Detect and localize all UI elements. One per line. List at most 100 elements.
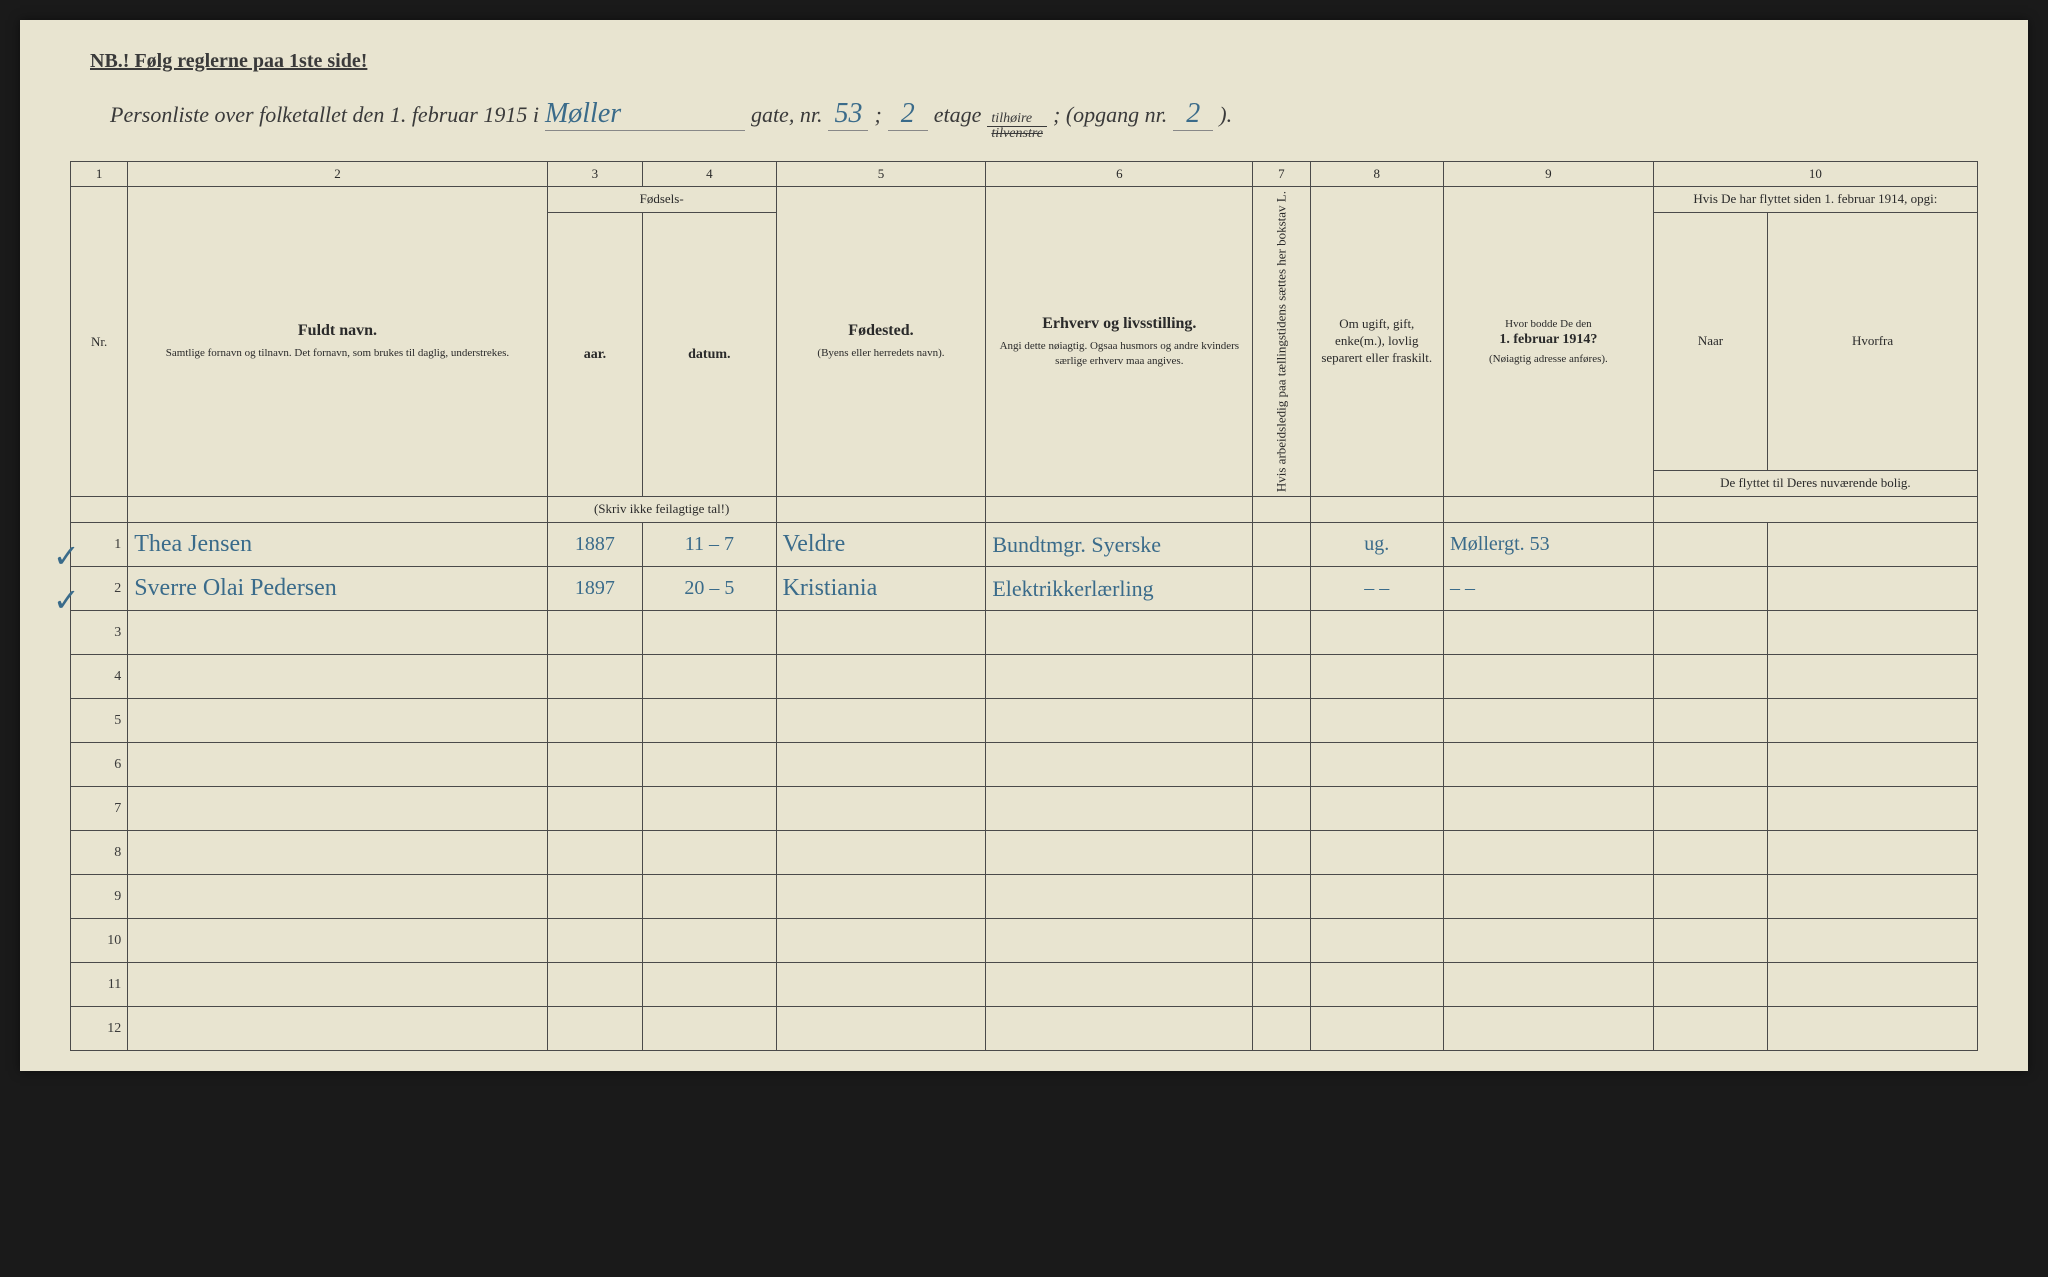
th-col10-bottom: De flyttet til Deres nuværende bolig. [1653, 471, 1977, 497]
cell-col8 [1310, 1007, 1443, 1051]
cell-date [643, 655, 776, 699]
blank5 [1253, 497, 1310, 523]
th-col9-b: 1. februar 1914? [1450, 332, 1647, 348]
cell-col9 [1444, 743, 1654, 787]
blank3 [776, 497, 986, 523]
cell-name [128, 919, 548, 963]
cell-col9 [1444, 875, 1654, 919]
cell-date [643, 831, 776, 875]
cell-birthplace [776, 743, 986, 787]
cell-col10a [1653, 699, 1767, 743]
cell-col10b [1768, 787, 1978, 831]
cell-col10b [1768, 831, 1978, 875]
cell-col10b [1768, 611, 1978, 655]
cell-col10b [1768, 699, 1978, 743]
cell-occupation [986, 875, 1253, 919]
cell-name [128, 699, 548, 743]
cell-col8 [1310, 963, 1443, 1007]
cell-year [547, 655, 642, 699]
cell-occupation [986, 787, 1253, 831]
colnum-6: 6 [986, 162, 1253, 187]
cell-col7 [1253, 787, 1310, 831]
row-nr: 6 [71, 743, 128, 787]
cell-col10a [1653, 611, 1767, 655]
cell-year: 1897 [547, 567, 642, 611]
cell-col10a [1653, 787, 1767, 831]
census-table: 1 2 3 4 5 6 7 8 9 10 Nr. Fuldt navn. Sam… [70, 161, 1978, 1051]
th-erhverv: Erhverv og livsstilling. Angi dette nøia… [986, 187, 1253, 497]
th-col9-a: Hvor bodde De den [1450, 317, 1647, 331]
cell-year: 1887 [547, 523, 642, 567]
table-row: 6 [71, 743, 1978, 787]
blank8 [1653, 497, 1977, 523]
cell-occupation [986, 611, 1253, 655]
cell-col9: – – [1444, 567, 1654, 611]
cell-birthplace [776, 831, 986, 875]
cell-date [643, 743, 776, 787]
table-head: 1 2 3 4 5 6 7 8 9 10 Nr. Fuldt navn. Sam… [71, 162, 1978, 523]
cell-birthplace [776, 787, 986, 831]
th-aar: aar. [547, 212, 642, 496]
cell-birthplace [776, 919, 986, 963]
colnum-7: 7 [1253, 162, 1310, 187]
cell-col9 [1444, 699, 1654, 743]
cell-col10a [1653, 875, 1767, 919]
cell-col8 [1310, 831, 1443, 875]
cell-col8: ug. [1310, 523, 1443, 567]
th-hvorfra: Hvorfra [1768, 212, 1978, 470]
cell-col10b [1768, 963, 1978, 1007]
cell-birthplace [776, 611, 986, 655]
cell-year [547, 743, 642, 787]
th-name-sub: Samtlige fornavn og tilnavn. Det fornavn… [134, 346, 541, 360]
row-nr: 5 [71, 699, 128, 743]
th-fodested: Fødested. (Byens eller herredets navn). [776, 187, 986, 497]
th-col8: Om ugift, gift, enke(m.), lovlig separer… [1310, 187, 1443, 497]
cell-col10b [1768, 1007, 1978, 1051]
table-row: 3 [71, 611, 1978, 655]
cell-name [128, 963, 548, 1007]
cell-col8 [1310, 655, 1443, 699]
header-nb: NB.! Følg reglerne paa 1ste side! [90, 50, 1978, 73]
gate-label: gate, nr. [751, 102, 823, 128]
cell-date [643, 787, 776, 831]
cell-birthplace: Veldre [776, 523, 986, 567]
cell-name [128, 743, 548, 787]
cell-birthplace [776, 875, 986, 919]
cell-col10a [1653, 963, 1767, 1007]
cell-col10b [1768, 875, 1978, 919]
cell-name [128, 1007, 548, 1051]
cell-col10b [1768, 919, 1978, 963]
cell-col8 [1310, 919, 1443, 963]
cell-col8 [1310, 787, 1443, 831]
cell-birthplace [776, 655, 986, 699]
cell-name [128, 655, 548, 699]
cell-name: Sverre Olai Pedersen [128, 567, 548, 611]
cell-date: 20 – 5 [643, 567, 776, 611]
row-nr: 9 [71, 875, 128, 919]
table-row: 12 [71, 1007, 1978, 1051]
th-nr: Nr. [71, 187, 128, 497]
cell-col10b [1768, 567, 1978, 611]
table-row: 5 [71, 699, 1978, 743]
cell-name [128, 787, 548, 831]
blank4 [986, 497, 1253, 523]
cell-col9 [1444, 787, 1654, 831]
cell-col7 [1253, 523, 1310, 567]
cell-col7 [1253, 1007, 1310, 1051]
th-col9: Hvor bodde De den 1. februar 1914? (Nøia… [1444, 187, 1654, 497]
cell-col9: Møllergt. 53 [1444, 523, 1654, 567]
tilhoire: tilhøire [987, 112, 1047, 127]
opgang-nr: 2 [1173, 98, 1213, 131]
cell-year [547, 699, 642, 743]
cell-col9 [1444, 1007, 1654, 1051]
cell-year [547, 611, 642, 655]
colnum-5: 5 [776, 162, 986, 187]
table-row: 7 [71, 787, 1978, 831]
cell-col10b [1768, 655, 1978, 699]
cell-col10a [1653, 1007, 1767, 1051]
cell-date [643, 875, 776, 919]
th-datum-label: datum. [649, 347, 769, 363]
cell-birthplace [776, 963, 986, 1007]
cell-occupation [986, 699, 1253, 743]
cell-occupation [986, 831, 1253, 875]
